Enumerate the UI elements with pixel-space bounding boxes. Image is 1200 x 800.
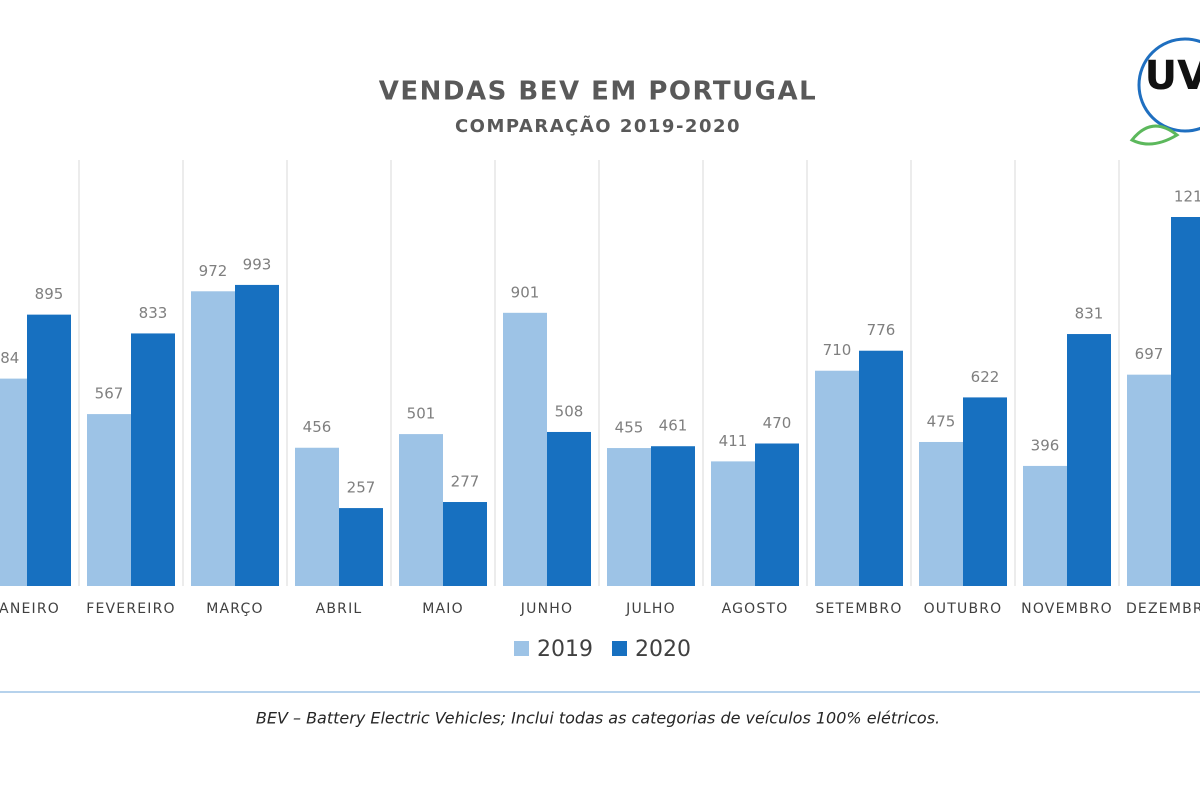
x-tick-label: OUTUBRO (924, 601, 1003, 617)
value-label: 257 (347, 479, 376, 497)
bar (607, 448, 651, 586)
bar (0, 378, 27, 586)
bar (651, 446, 695, 586)
value-label: 972 (199, 262, 228, 280)
bar (339, 508, 383, 586)
x-tick-label: JANEIRO (0, 601, 60, 617)
value-label: 993 (243, 255, 272, 273)
value-label: 508 (555, 402, 584, 420)
bar (1023, 465, 1067, 586)
bar (711, 461, 755, 586)
bar (191, 291, 235, 586)
value-label: 475 (927, 412, 956, 430)
bar (1127, 374, 1171, 586)
bar (443, 502, 487, 586)
value-label: 455 (615, 419, 644, 437)
x-tick-label: ABRIL (316, 601, 363, 617)
legend-label: 2020 (635, 637, 691, 662)
chart-subtitle: COMPARAÇÃO 2019-2020 (455, 114, 741, 137)
x-tick-label: AGOSTO (722, 601, 789, 617)
value-label: 1217 (1174, 188, 1200, 206)
x-tick-label: MAIO (422, 601, 464, 617)
value-label: 567 (95, 385, 124, 403)
footnote: BEV – Battery Electric Vehicles; Inclui … (256, 709, 940, 728)
x-tick-label: FEVEREIRO (86, 601, 176, 617)
bar (1171, 217, 1200, 586)
value-label: 697 (1135, 345, 1164, 363)
value-label: 411 (719, 432, 748, 450)
bar (755, 443, 799, 586)
legend-swatch (514, 641, 529, 656)
legend-label: 2019 (537, 637, 593, 662)
logo-text: UVE (1145, 53, 1200, 99)
bar (295, 447, 339, 586)
value-label: 277 (451, 473, 480, 491)
logo-leaf (1129, 124, 1180, 146)
x-tick-label: JULHO (625, 601, 676, 617)
value-label: 901 (511, 283, 540, 301)
value-label: 831 (1075, 305, 1104, 323)
value-label: 396 (1031, 436, 1060, 454)
value-label: 501 (407, 405, 436, 423)
x-tick-label: MARÇO (206, 601, 263, 617)
bar (547, 431, 591, 586)
x-tick-label: DEZEMBRO (1126, 601, 1200, 617)
x-tick-label: NOVEMBRO (1021, 601, 1113, 617)
bar (815, 370, 859, 586)
bar (131, 333, 175, 586)
value-label: 622 (971, 368, 1000, 386)
bar (27, 314, 71, 586)
value-label: 684 (0, 349, 19, 367)
value-label: 461 (659, 417, 688, 435)
value-label: 710 (823, 341, 852, 359)
x-tick-label: SETEMBRO (815, 601, 902, 617)
bar (87, 414, 131, 586)
chart-title: VENDAS BEV EM PORTUGAL (379, 77, 817, 107)
logo-ring (1137, 37, 1200, 133)
bar (919, 441, 963, 586)
bar (1067, 334, 1111, 586)
logo: UVE (1129, 37, 1200, 146)
bar (399, 434, 443, 586)
x-tick-label: JUNHO (520, 601, 573, 617)
bar (859, 350, 903, 586)
value-label: 895 (35, 285, 64, 303)
bar (235, 284, 279, 586)
value-label: 833 (139, 304, 168, 322)
value-label: 776 (867, 321, 896, 339)
legend-swatch (612, 641, 627, 656)
bar (503, 312, 547, 586)
bar (963, 397, 1007, 586)
value-label: 456 (303, 418, 332, 436)
value-label: 470 (763, 414, 792, 432)
